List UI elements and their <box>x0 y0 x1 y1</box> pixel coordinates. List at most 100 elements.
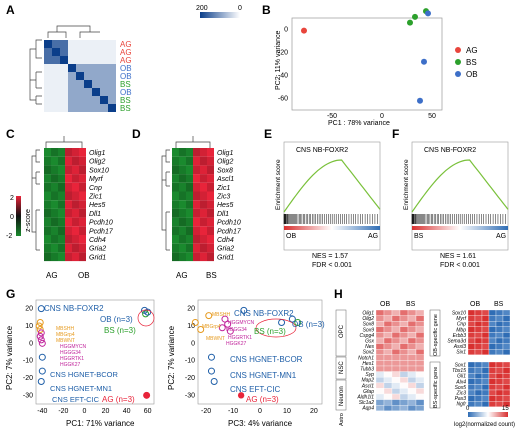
label-mb-shh: MBSHH <box>212 312 230 318</box>
gene-label: Six1 <box>456 350 466 356</box>
heat-cell <box>407 315 417 322</box>
heat-cell <box>172 174 179 183</box>
heat-cell <box>58 243 65 253</box>
heat-cell <box>44 217 51 227</box>
matrix-cell <box>68 40 76 48</box>
heat-cell <box>186 226 193 235</box>
matrix-cell <box>52 104 60 112</box>
legend-label-ag: AG <box>466 46 478 55</box>
sample-point <box>240 306 248 314</box>
heat-cell <box>179 200 186 209</box>
heat-cell <box>399 343 409 350</box>
label-hgg-k27: HGGK27 <box>226 341 247 347</box>
heat-cell <box>415 405 425 411</box>
heat-cell <box>502 373 511 379</box>
heat-cell <box>467 389 476 396</box>
heat-cell <box>474 337 483 344</box>
heat-cell <box>51 243 58 253</box>
gsea-title: CNS NB-FOXR2 <box>424 147 476 154</box>
panel-g-pca-pc1-pc2: PC2: 7% variance PC1: 71% variance 20 10 0… <box>5 299 155 428</box>
heat-cell <box>179 226 186 235</box>
correlation-matrix <box>44 40 116 112</box>
matrix-cell <box>108 104 116 112</box>
sample-point <box>288 315 296 323</box>
heat-cell <box>399 365 409 372</box>
matrix-cell <box>100 72 108 80</box>
heat-cell <box>179 156 186 166</box>
matrix-cell <box>52 72 60 80</box>
heat-cell <box>51 165 58 175</box>
heat-cell <box>415 393 425 400</box>
heat-cell <box>474 326 483 333</box>
heat-cell <box>488 343 497 350</box>
matrix-cell <box>68 64 76 72</box>
heat-cell <box>172 208 179 218</box>
heat-cell <box>79 182 86 192</box>
matrix-cell <box>108 88 116 96</box>
matrix-cell <box>60 88 68 96</box>
heat-cell <box>172 156 179 166</box>
heat-cell <box>467 361 476 368</box>
heat-cell <box>179 252 186 262</box>
pca-point-ob <box>421 58 427 65</box>
heat-cell <box>488 315 497 322</box>
group-label-ag: AG <box>176 271 188 280</box>
x-tick: 60 <box>144 408 152 415</box>
panel-f-gsea-plot: CNS NB-FOXR2 Enrichment score BS AG NES … <box>403 141 509 269</box>
panel-e-gsea-plot: CNS NB-FOXR2 Enrichment score OB AG NES … <box>275 141 381 269</box>
heat-cell <box>79 217 86 227</box>
matrix-cell <box>68 80 76 88</box>
heat-cell <box>488 349 497 355</box>
heat-cell <box>502 326 511 333</box>
legend-swatch-ag <box>455 47 461 53</box>
heat-cell <box>383 382 393 389</box>
fdr-value: FDR < 0.001 <box>440 262 480 269</box>
y-tick: -20 <box>185 375 195 382</box>
zscore-scale-bar <box>16 196 21 236</box>
matrix-cell <box>92 104 100 112</box>
gene-label: Olig2 <box>362 316 374 322</box>
gene-label: Cnp <box>457 322 466 328</box>
label-ag: AG (n=3) <box>102 395 135 404</box>
heat-cell <box>495 384 504 391</box>
matrix-cell <box>76 56 84 64</box>
heat-cell <box>193 243 200 253</box>
heat-cell <box>51 208 58 218</box>
label-nb-foxr2: CNS NB-FOXR2 <box>234 309 294 318</box>
heat-cell <box>383 405 393 411</box>
heat-cell <box>467 337 476 344</box>
heat-cell <box>495 309 504 316</box>
legend-swatch-ob <box>455 71 461 77</box>
plot-frame <box>35 299 155 405</box>
heat-cell <box>51 182 58 192</box>
gene-label: Alx4 <box>455 379 466 385</box>
gene-label: Gli1 <box>457 374 466 380</box>
heat-cell <box>51 191 58 201</box>
matrix-cell <box>44 48 52 56</box>
legend-label-ob: OB <box>466 70 478 79</box>
heat-cell <box>488 389 497 396</box>
nes-value: NES = 1.57 <box>312 253 348 260</box>
heat-cell <box>481 337 490 344</box>
heat-cell <box>502 343 511 350</box>
heat-cell <box>58 226 65 235</box>
sample-point <box>38 353 46 361</box>
matrix-cell <box>44 56 52 64</box>
heat-cell <box>375 405 385 411</box>
heat-cell <box>467 367 476 374</box>
matrix-cell <box>76 80 84 88</box>
heat-cell <box>481 309 490 316</box>
heat-cell <box>407 349 417 355</box>
scale-title: log2(normalized count) <box>454 422 515 428</box>
heat-cell <box>186 243 193 253</box>
matrix-cell <box>92 72 100 80</box>
scale-title: z-score <box>25 209 32 232</box>
heat-cell <box>172 148 179 157</box>
heat-cell <box>51 217 58 227</box>
heat-cell <box>200 235 207 244</box>
heat-cell <box>207 182 214 192</box>
x-tick: -40 <box>37 408 47 415</box>
